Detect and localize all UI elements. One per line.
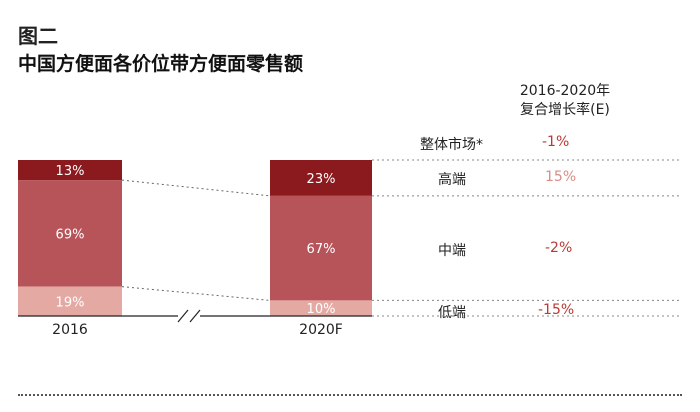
segment-value-high: 15%	[545, 169, 577, 185]
overall-market-value: -1%	[542, 134, 570, 150]
x-tick-2016: 2016	[52, 322, 88, 338]
data-label-2016-1: 69%	[56, 227, 85, 242]
data-label-2016-2: 19%	[56, 295, 85, 310]
bar-2016-2	[18, 286, 122, 316]
connector-line-1	[121, 179, 271, 197]
growth-header-line-2: 复合增长率(E)	[520, 102, 610, 118]
figure-label: 图二	[18, 24, 58, 48]
bar-2016-1	[18, 180, 122, 287]
bottom-divider	[18, 394, 682, 396]
bar-2020F-2	[270, 300, 372, 316]
data-label-2020F-0: 23%	[307, 172, 336, 187]
growth-header-line-1: 2016-2020年	[519, 83, 611, 99]
axis-break-2	[189, 309, 201, 323]
segment-label-high: 高端	[438, 172, 466, 188]
growth-header: 2016-2020年 复合增长率(E)	[480, 82, 650, 120]
bar-2020F-0	[270, 160, 372, 196]
data-label-2016-0: 13%	[56, 164, 85, 179]
bar-2020F-1	[270, 195, 372, 301]
data-label-2020F-1: 67%	[307, 242, 336, 257]
overall-market-label: 整体市场*	[420, 137, 483, 153]
connector-line-2	[121, 286, 271, 301]
segment-value-mid: -2%	[545, 240, 573, 256]
segment-value-low: -15%	[538, 302, 575, 318]
data-label-2020F-2: 10%	[307, 302, 336, 317]
segment-label-mid: 中端	[438, 243, 466, 259]
x-tick-2020F: 2020F	[299, 322, 343, 338]
chart-title: 中国方便面各价位带方便面零售额	[18, 53, 304, 75]
segment-label-low: 低端	[438, 305, 466, 321]
axis-break-1	[177, 309, 189, 323]
bar-2016-0	[18, 160, 122, 181]
